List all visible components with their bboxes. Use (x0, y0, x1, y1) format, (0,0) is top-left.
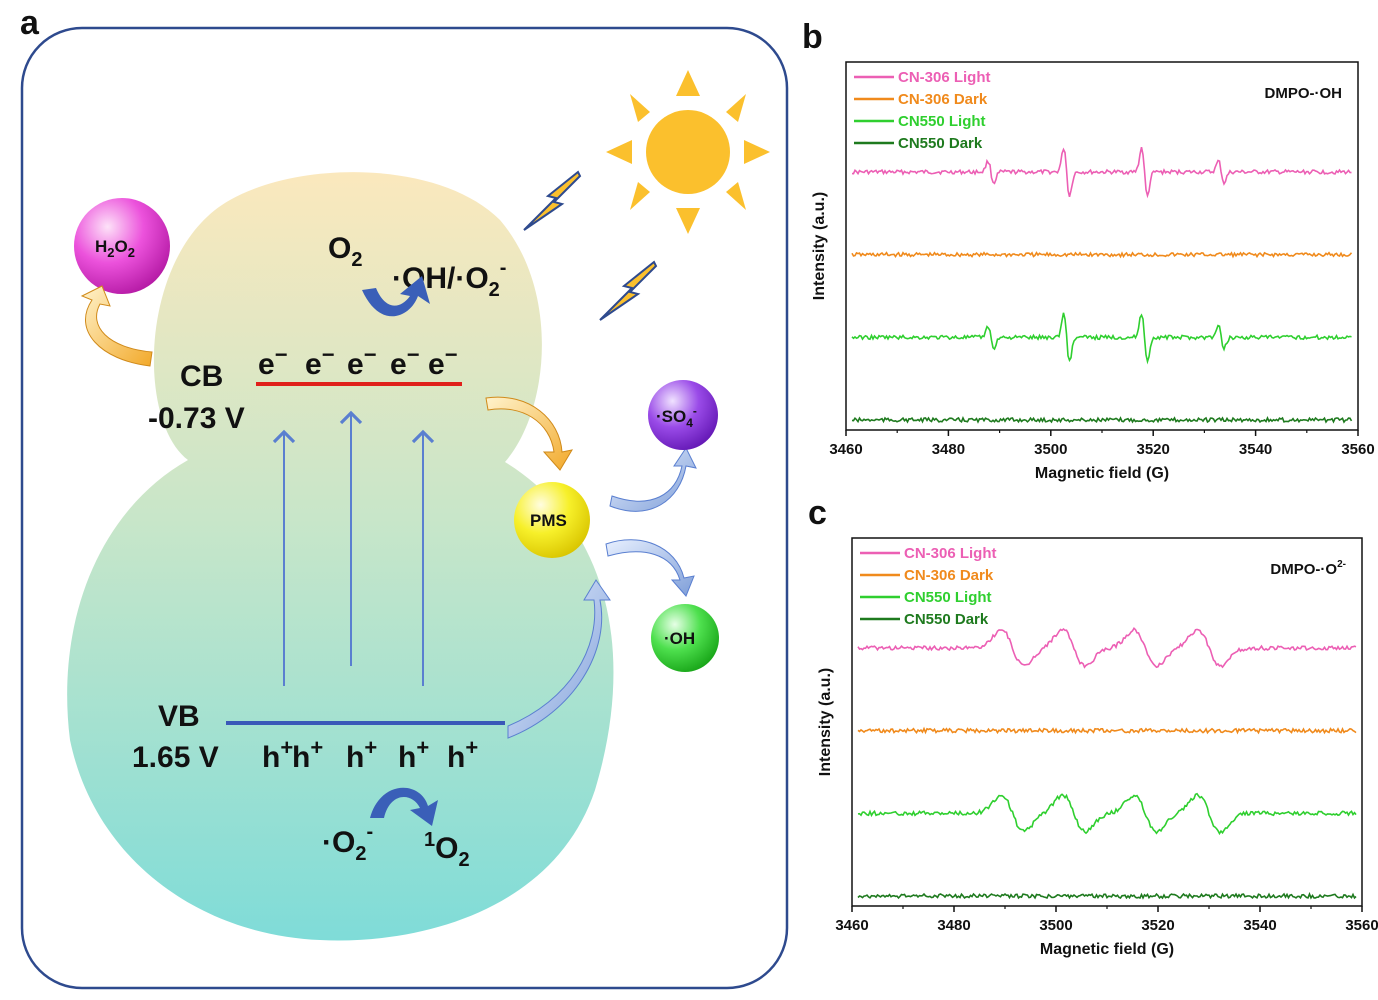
spectrum-line (857, 726, 1357, 735)
superoxide-label: ·O2- (322, 821, 373, 865)
so4-ball (648, 380, 718, 450)
electron-row: e− e− e− e− e− (258, 342, 458, 381)
lightning-icon (599, 260, 658, 321)
h2o2-label: H2O2 (95, 237, 135, 260)
spectrum-annotation: DMPO-·OH (1265, 85, 1343, 102)
legend-entry: CN550 Light (904, 589, 992, 606)
singlet-oxygen-label: 1O2 (424, 829, 470, 871)
chart-c: c 3460 3480 3500 3520 3540 3560 Magnetic field … (808, 494, 1378, 958)
legend-entry: CN-306 Light (898, 69, 991, 86)
h2o2-ball (74, 198, 170, 294)
x-tick-label: 3480 (932, 441, 965, 458)
panel-label: c (808, 494, 827, 532)
x-tick-label: 3520 (1141, 917, 1174, 934)
panel-a-label: a (20, 4, 40, 42)
spectrum-annotation: DMPO-·O2- (1270, 559, 1346, 578)
lightning-icon (523, 170, 582, 231)
legend-entry: CN-306 Light (904, 545, 997, 562)
x-tick-label: 3500 (1039, 917, 1072, 934)
spectrum-line (857, 891, 1357, 900)
hole-label: h+ (346, 735, 377, 774)
sun-icon (606, 70, 770, 234)
oh-ball-label: ·OH (664, 629, 695, 648)
electron-label: e− (428, 342, 458, 381)
x-tick-label: 3460 (829, 441, 862, 458)
curved-arrow-vb-to-pms (507, 579, 611, 739)
cb-potential: -0.73 V (148, 402, 245, 435)
spectrum-line (857, 792, 1357, 836)
chart-b: b 3460 3480 3500 3520 3540 3560 Magnetic field … (802, 18, 1375, 482)
curved-arrow-pms-to-oh (605, 539, 695, 597)
x-tick-label: 3520 (1137, 441, 1170, 458)
o2-text: O (328, 232, 351, 265)
x-tick-label: 3500 (1034, 441, 1067, 458)
x-tick-label: 3460 (835, 917, 868, 934)
panel-label: b (802, 18, 823, 56)
curved-arrow-to-h2o2 (80, 285, 153, 367)
spectrum-line (851, 251, 1353, 259)
spectrum-line (851, 312, 1352, 365)
vb-name: VB (158, 700, 200, 733)
legend-entry: CN550 Dark (904, 611, 989, 628)
y-axis-label: Intensity (a.u.) (811, 192, 828, 300)
spectrum-line (857, 627, 1357, 669)
spectrum-line (851, 416, 1353, 424)
legend-entry: CN550 Dark (898, 135, 983, 152)
x-tick-label: 3480 (937, 917, 970, 934)
o2-label: O2 (328, 232, 362, 271)
legend-entry: CN550 Light (898, 113, 986, 130)
spectrum-line (851, 147, 1352, 199)
x-axis-label: Magnetic field (G) (1035, 465, 1169, 482)
x-axis-label: Magnetic field (G) (1040, 941, 1174, 958)
x-tick-label: 3540 (1239, 441, 1272, 458)
so4-label: ·SO4- (656, 404, 697, 430)
legend-entry: CN-306 Dark (904, 567, 994, 584)
vb-potential: 1.65 V (132, 741, 219, 774)
x-tick-label: 3540 (1243, 917, 1276, 934)
pms-label: PMS (530, 511, 567, 530)
y-axis-label: Intensity (a.u.) (817, 668, 834, 776)
curved-arrow-o2 (362, 276, 430, 317)
semiconductor-body (67, 172, 614, 941)
legend-entry: CN-306 Dark (898, 91, 988, 108)
x-tick-label: 3560 (1341, 441, 1374, 458)
x-tick-label: 3560 (1345, 917, 1378, 934)
pms-ball (514, 482, 590, 558)
electron-label: e− (305, 342, 335, 381)
curved-arrow-cb-to-pms (485, 396, 574, 471)
cb-name: CB (180, 360, 223, 393)
curved-arrow-o2-singlet (370, 787, 438, 826)
oh-ball (651, 604, 719, 672)
